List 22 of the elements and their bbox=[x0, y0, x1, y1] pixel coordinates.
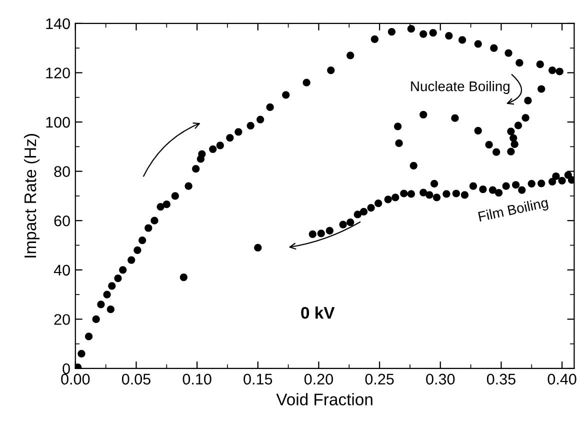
annotation: Nucleate Boiling bbox=[411, 81, 510, 94]
y-axis-title: Impact Rate (Hz) bbox=[24, 134, 40, 258]
y-tick-label: 40 bbox=[54, 264, 70, 276]
y-tick-label: 140 bbox=[46, 18, 70, 30]
x-tick-label: 0.05 bbox=[122, 374, 150, 385]
annotation: 0 kV bbox=[301, 306, 335, 319]
y-tick-label: 0 bbox=[62, 363, 70, 374]
x-tick-label: 0.15 bbox=[244, 374, 272, 385]
x-tick-label: 0.25 bbox=[365, 374, 394, 385]
x-tick-label: 0.30 bbox=[426, 374, 455, 385]
annotation: Film Boiling bbox=[478, 197, 549, 224]
x-tick-label: 0.20 bbox=[304, 374, 333, 385]
x-tick-label: 0.35 bbox=[486, 374, 516, 385]
x-tick-label: 0.10 bbox=[182, 374, 212, 385]
x-axis-title: Void Fraction bbox=[276, 393, 372, 406]
x-tick-label: 0.00 bbox=[61, 374, 90, 385]
y-tick-label: 120 bbox=[46, 68, 70, 78]
x-tick-label: 0.40 bbox=[548, 374, 576, 385]
y-tick-label: 60 bbox=[54, 215, 70, 226]
y-tick-label: 80 bbox=[54, 166, 70, 177]
y-tick-label: 20 bbox=[54, 314, 70, 325]
y-tick-label: 100 bbox=[46, 116, 70, 128]
